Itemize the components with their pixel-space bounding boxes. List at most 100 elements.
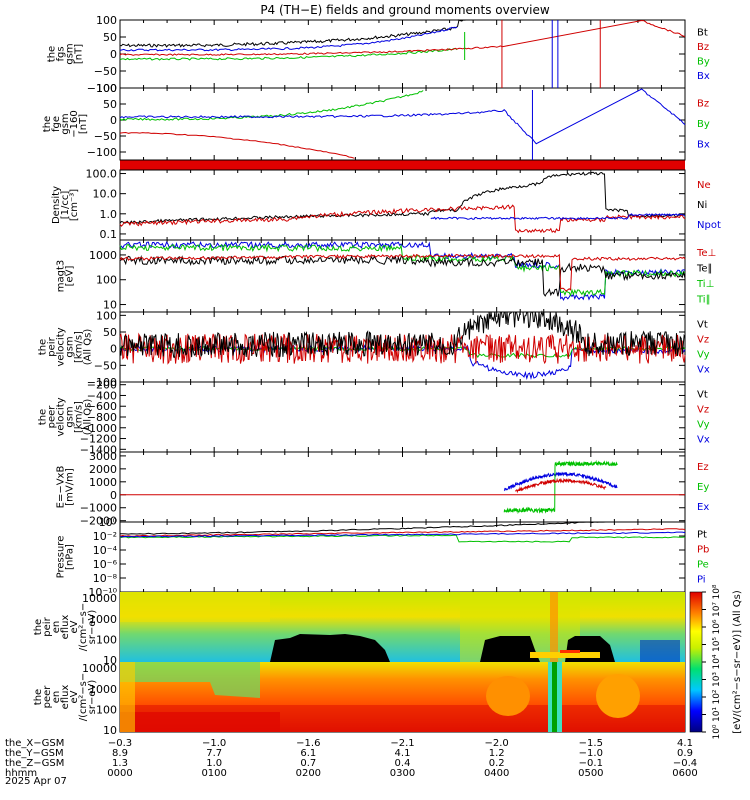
y-tick-label: 10 (103, 299, 117, 312)
y-axis-label: en (51, 621, 62, 634)
plot-title: P4 (TH−E) fields and ground moments over… (260, 3, 550, 17)
panel-temperature: 1000 100 10 magt3[eV] Te⊥ Te∥ Ti⊥ Ti∥ (56, 239, 716, 313)
y-axis-label: gsm (60, 113, 71, 134)
efield-ey-line (503, 459, 618, 515)
y-tick-label: −2000 (80, 515, 117, 528)
y-axis-label: (All Qs) (83, 399, 94, 436)
legend-entry: Pi (697, 575, 706, 586)
legend-entry: Ex (697, 502, 709, 513)
fgs-by-line (119, 47, 458, 61)
x-axis-value: 1.0 (206, 758, 222, 769)
y-tick-label: 100.0 (86, 168, 118, 181)
y-axis-label: gsm (65, 43, 76, 64)
y-axis-label: eV (69, 620, 80, 633)
x-axis-row-label: hhmm (5, 768, 37, 779)
density-npot-line (430, 213, 686, 221)
y-tick-label: 10 (103, 724, 117, 737)
panel-frame (119, 381, 686, 453)
x-axis-value: −2.0 (485, 738, 509, 749)
y-axis-label: /(cm²−s− (78, 603, 89, 652)
y-tick-label: −100 (87, 82, 117, 95)
y-axis-label: [km/s] (74, 331, 85, 363)
y-axis-label: the (42, 116, 53, 132)
y-tick-label: −100 (87, 376, 117, 389)
y-tick-label: 50 (103, 98, 117, 111)
legend-entry: Ey (697, 482, 709, 493)
y-tick-label: 3000 (89, 450, 117, 463)
legend-entry: Vy (697, 350, 710, 361)
x-axis-value: −1.5 (579, 738, 603, 749)
pressure-pb-line (119, 528, 686, 537)
legend-entry: Ni (697, 200, 707, 211)
y-tick-label: 0 (110, 48, 117, 61)
x-axis-value: 4.1 (395, 748, 411, 759)
date-label: 2025 Apr 07 (5, 776, 67, 787)
y-tick-label: −1000 (80, 502, 117, 515)
y-axis-label: the (38, 339, 49, 355)
y-axis-label: [1/cc] (60, 191, 71, 220)
y-axis-label: peir (47, 336, 58, 356)
temp-teperp-line (119, 253, 686, 292)
fge-by-line (119, 90, 424, 121)
y-tick-label: −50 (94, 359, 117, 372)
y-axis-label: gsm (65, 336, 76, 357)
legend-entry: Vz (697, 405, 709, 416)
legend-entry: Ti∥ (696, 294, 711, 305)
x-axis-value: 4.1 (677, 738, 693, 749)
legend-entry: Pt (697, 530, 707, 541)
panel-peer_velocity: −200−400−600−800−1000−1200−1400 thepeerve… (38, 379, 710, 457)
y-axis-label: peer (47, 405, 58, 429)
y-tick-label: 100 (96, 274, 117, 287)
x-axis-value: 0.9 (677, 748, 693, 759)
legend-entry: Bt (697, 27, 708, 38)
y-tick-label: 1000 (89, 683, 117, 696)
x-axis-value: −1.0 (202, 738, 226, 749)
fgs-bt-line (119, 19, 469, 48)
legend-entry: Ne (697, 180, 711, 191)
y-tick-label: −200 (87, 379, 117, 392)
peer-eflux-spectrogram (120, 662, 685, 732)
y-axis-label: −160 (69, 110, 80, 137)
peir-vt-line (119, 310, 686, 358)
y-tick-label: 0.1 (100, 228, 118, 241)
y-axis-label: [nT] (74, 44, 85, 64)
y-axis-label: the (33, 619, 44, 635)
fgs-bz-line (119, 19, 686, 57)
y-tick-label: −50 (94, 130, 117, 143)
colorbar-tick-label: 10² (712, 689, 722, 704)
x-axis-value: −1.6 (296, 738, 320, 749)
legend-entry: Bx (697, 140, 710, 151)
x-axis-value: 0.7 (300, 758, 316, 769)
x-axis-row-label: the_Z−GSM (5, 758, 64, 769)
pressure-pi-line (119, 531, 686, 538)
y-tick-label: 100 (96, 14, 117, 27)
x-axis-value: 0000 (107, 768, 132, 779)
y-tick-label: −800 (87, 411, 117, 424)
y-axis-label: [nPa] (65, 544, 76, 570)
x-axis-value: 0500 (578, 768, 603, 779)
fgs-bx-line (119, 26, 458, 52)
fge-gap-band (120, 160, 685, 170)
y-axis-label: [nT] (78, 114, 89, 134)
y-axis-label: [mV/m] (65, 468, 76, 506)
x-axis-value: 8.9 (112, 748, 128, 759)
x-axis-value: 0100 (201, 768, 226, 779)
legend-entry: Bx (697, 71, 710, 82)
colorbar-tick-label: 10⁸ (712, 584, 722, 599)
efield-ez-signal (515, 477, 607, 494)
temp-tipar-line (119, 243, 686, 298)
legend-entry: Bz (697, 42, 709, 53)
y-axis-label: eV (69, 690, 80, 703)
legend-entry: By (697, 119, 710, 130)
peir-eflux-spectrogram (120, 592, 685, 662)
legend-entry: Pb (697, 545, 709, 556)
y-tick-label: −1400 (80, 443, 117, 456)
x-axis-value: 0.4 (395, 758, 411, 769)
x-axis-value: 0600 (672, 768, 697, 779)
y-tick-label: 10 (103, 654, 117, 667)
colorbar-label: [eV/(cm²−s−sr−eV)] (All Qs) (732, 590, 743, 734)
y-axis-label: sr−eV) (87, 610, 98, 645)
x-axis-value: 0400 (484, 768, 509, 779)
colorbar: 10⁸ 10⁷ 10⁶ 10⁵ 10⁴ 10³ 10² 10¹ 10⁰ [eV/(cm²−s−s… (689, 584, 743, 740)
x-axis-value: −2.1 (390, 738, 414, 749)
